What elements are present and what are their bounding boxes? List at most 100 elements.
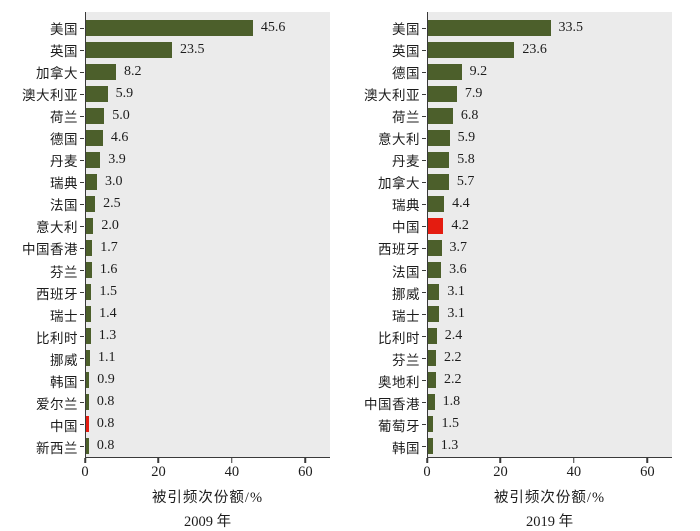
bar <box>428 306 440 322</box>
bar-row: 7.9 <box>422 83 672 105</box>
value-label: 5.7 <box>456 174 475 189</box>
chart-2019-body: 美国 英国 德国 澳大利亚 荷兰 意大利 丹麦 加拿大 瑞典 中国 西班牙 法国 挪威 瑞士 比利时 芬兰 奥地… <box>360 12 672 458</box>
bar-row: 1.5 <box>80 281 330 303</box>
x-tick-label: 20 <box>151 464 166 480</box>
bar <box>86 20 253 36</box>
category-label: 爱尔兰 <box>36 396 78 412</box>
bar <box>428 108 453 124</box>
bar <box>86 350 91 366</box>
bar-row: 5.7 <box>422 171 672 193</box>
bar-row: 0.8 <box>80 435 330 457</box>
category-label: 中国 <box>392 220 420 236</box>
bar <box>428 438 433 454</box>
bar-row: 5.9 <box>422 127 672 149</box>
bar-row: 4.6 <box>80 127 330 149</box>
x-tick-mark <box>231 458 233 463</box>
value-label: 9.2 <box>469 64 488 79</box>
category-label: 法国 <box>50 198 78 214</box>
category-label: 加拿大 <box>378 176 420 192</box>
bar <box>428 350 437 366</box>
value-label: 1.6 <box>99 262 118 277</box>
bar-row: 3.1 <box>422 281 672 303</box>
category-label: 比利时 <box>36 330 78 346</box>
bar-row: 0.9 <box>80 369 330 391</box>
value-label: 6.8 <box>460 108 479 123</box>
value-label: 1.1 <box>98 350 116 365</box>
value-label: 3.7 <box>449 240 468 255</box>
bar <box>428 372 437 388</box>
bar-row: 5.8 <box>422 149 672 171</box>
bar-row: 1.3 <box>422 435 672 457</box>
value-label: 1.3 <box>440 438 459 453</box>
bar <box>428 42 515 58</box>
y-axis-labels: 美国 英国 加拿大 澳大利亚 荷兰 德国 丹麦 瑞典 法国 意大利 中国香港 芬兰 西班牙 瑞士 比利时 挪威… <box>18 12 85 458</box>
year-label: 2019 年 <box>525 514 574 530</box>
bar <box>86 328 91 344</box>
value-label: 1.5 <box>99 284 117 299</box>
category-label: 瑞士 <box>392 308 420 324</box>
y-axis-labels: 美国 英国 德国 澳大利亚 荷兰 意大利 丹麦 加拿大 瑞典 中国 西班牙 法国 挪威 瑞士 比利时 芬兰 奥地… <box>360 12 427 458</box>
value-label: 3.0 <box>104 174 123 189</box>
x-tick-label: 20 <box>493 464 508 480</box>
x-tick-label: 0 <box>423 464 431 480</box>
bar-row: 1.6 <box>80 259 330 281</box>
value-label: 0.8 <box>96 394 115 409</box>
bar-row: 2.0 <box>80 215 330 237</box>
category-label: 加拿大 <box>36 66 78 82</box>
bar <box>86 174 97 190</box>
category-label: 丹麦 <box>50 154 78 170</box>
bar-row: 9.2 <box>422 61 672 83</box>
bar <box>428 64 462 80</box>
bar <box>86 394 89 410</box>
value-label: 1.7 <box>100 240 118 255</box>
value-label: 0.8 <box>96 416 115 431</box>
bar <box>428 130 450 146</box>
category-label: 葡萄牙 <box>378 418 420 434</box>
bar <box>428 328 437 344</box>
category-label: 英国 <box>50 44 78 60</box>
bar <box>86 152 101 168</box>
category-label: 中国香港 <box>22 242 78 258</box>
plot-area: 33.5 23.6 9.2 7.9 6.8 5.9 5.8 5.7 4.4 4.2 3.7 3.6 3.… <box>422 12 672 458</box>
bar-row: 8.2 <box>80 61 330 83</box>
bar-row: 3.9 <box>80 149 330 171</box>
bar-row: 1.8 <box>422 391 672 413</box>
bar <box>86 262 92 278</box>
value-label: 45.6 <box>260 20 286 35</box>
bar-row: 5.0 <box>80 105 330 127</box>
year-label: 2009 年 <box>183 514 232 530</box>
category-label: 荷兰 <box>50 110 78 126</box>
value-label: 2.0 <box>101 218 119 233</box>
value-label: 33.5 <box>558 20 584 35</box>
x-axis: 0 20 40 60 <box>81 458 330 484</box>
bar <box>86 218 94 234</box>
value-label: 3.1 <box>447 284 465 299</box>
value-label: 1.5 <box>441 416 459 431</box>
bar-row: 2.2 <box>422 369 672 391</box>
category-label: 意大利 <box>378 132 420 148</box>
value-label: 0.8 <box>96 438 115 453</box>
bar-row: 3.7 <box>422 237 672 259</box>
category-label: 西班牙 <box>36 286 78 302</box>
x-tick-mark <box>304 458 307 463</box>
bar <box>86 284 92 300</box>
bar <box>86 240 93 256</box>
bar-row: 2.4 <box>422 325 672 347</box>
category-label: 中国 <box>50 418 78 434</box>
bar-row: 2.2 <box>422 347 672 369</box>
x-tick-label: 40 <box>224 464 240 480</box>
bar-row: 5.9 <box>80 83 330 105</box>
bar-row: 3.6 <box>422 259 672 281</box>
value-label: 7.9 <box>464 86 483 101</box>
category-label: 中国香港 <box>364 396 420 412</box>
bar <box>428 86 457 102</box>
bar-row: 3.1 <box>422 303 672 325</box>
category-label: 奥地利 <box>378 374 420 390</box>
x-tick-mark <box>157 458 160 463</box>
x-tick-label: 60 <box>298 464 313 480</box>
bar <box>86 438 89 454</box>
category-label: 美国 <box>50 22 78 38</box>
value-label: 1.3 <box>98 328 117 343</box>
bar-highlighted <box>428 218 444 234</box>
